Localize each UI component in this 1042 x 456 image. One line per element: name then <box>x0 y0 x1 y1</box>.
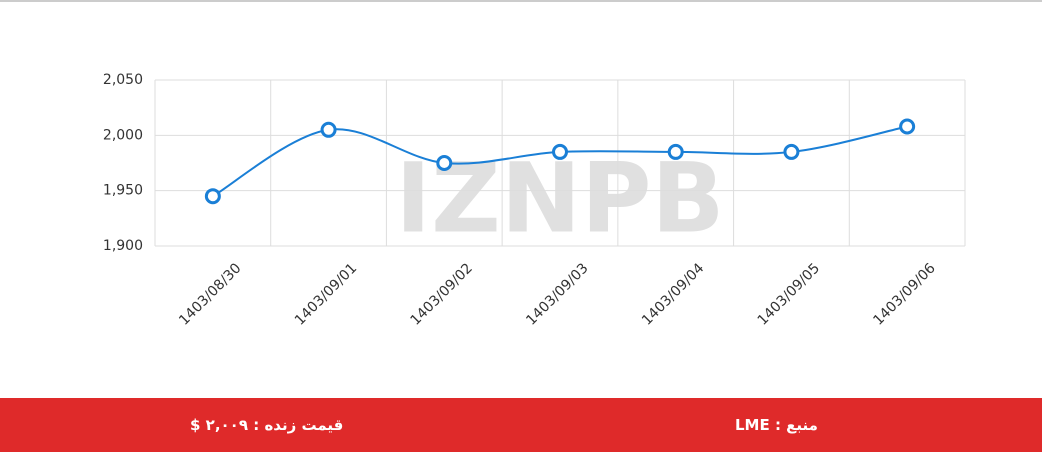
x-tick-label: 1403/09/06 <box>870 260 938 328</box>
point <box>320 121 337 138</box>
x-tick-label: 1403/09/04 <box>639 260 707 328</box>
footer-bar: قیمت زنده : ۲,۰۰۹ $ منبع : LME <box>0 398 1042 452</box>
x-tick-label: 1403/08/30 <box>176 260 244 328</box>
live-price: قیمت زنده : ۲,۰۰۹ $ <box>190 416 344 434</box>
y-tick-label: 1,950 <box>103 183 143 199</box>
y-tick-label: 2,050 <box>103 72 143 88</box>
x-tick-label: 1403/09/05 <box>755 260 823 328</box>
y-tick-label: 1,900 <box>103 238 143 254</box>
point <box>667 143 684 160</box>
x-tick-label: 1403/09/01 <box>292 260 360 328</box>
y-tick-label: 2,000 <box>103 127 143 143</box>
point <box>899 118 916 135</box>
point <box>783 143 800 160</box>
point <box>204 188 221 205</box>
source: منبع : LME <box>735 416 818 434</box>
point <box>552 143 568 160</box>
x-tick-label: 1403/09/03 <box>523 260 591 328</box>
x-tick-label: 1403/09/02 <box>408 260 476 328</box>
point <box>436 155 453 171</box>
